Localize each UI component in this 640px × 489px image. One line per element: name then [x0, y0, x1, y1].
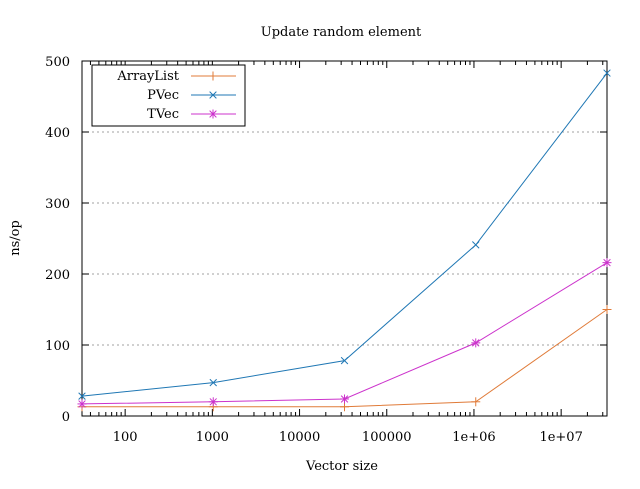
marker-stroke	[340, 395, 349, 403]
x-tick-label: 1000	[196, 430, 229, 445]
marker-stroke	[209, 91, 217, 99]
x-tick-label: 100	[113, 430, 138, 445]
data-point-pvec	[340, 356, 349, 365]
data-point-tvec	[471, 338, 481, 348]
marker-stroke	[209, 398, 217, 406]
legend-marker-pvec	[209, 91, 217, 99]
marker-stroke	[603, 69, 611, 77]
series-line-tvec	[81, 262, 608, 405]
data-point-pvec	[472, 241, 480, 249]
y-tick-label: 100	[45, 339, 70, 354]
data-point-arraylist	[340, 402, 349, 412]
x-tick-label: 10000	[279, 430, 320, 445]
legend-marker-tvec	[208, 109, 218, 119]
grid-lines	[82, 131, 607, 346]
data-point-arraylist	[602, 305, 612, 314]
legend-marker-arraylist	[208, 71, 218, 81]
legend-label-pvec: PVec	[147, 88, 179, 103]
y-axis-label: ns/op	[8, 220, 23, 256]
y-tick-label: 400	[45, 126, 70, 141]
data-point-pvec	[209, 378, 217, 387]
marker-stroke	[472, 241, 480, 249]
data-point-tvec	[602, 258, 612, 268]
data-point-pvec	[78, 392, 86, 400]
series-line-arraylist	[82, 309, 608, 408]
data-point-pvec	[603, 69, 611, 77]
y-tick-label: 300	[45, 197, 70, 212]
x-axis-label: Vector size	[305, 459, 378, 474]
data-point-tvec	[208, 397, 218, 407]
y-tick-label: 0	[62, 410, 70, 425]
marker-stroke	[340, 356, 349, 365]
x-tick-label: 1e+07	[539, 430, 582, 445]
plot-frame	[81, 60, 608, 417]
data-point-arraylist	[471, 397, 481, 407]
chart-title: Update random element	[261, 25, 422, 40]
marker-stroke	[78, 392, 86, 400]
data-point-tvec	[77, 399, 87, 409]
marker-stroke	[209, 110, 217, 118]
legend-label-tvec: TVec	[147, 107, 179, 122]
marker-stroke	[78, 400, 86, 408]
marker-stroke	[209, 378, 217, 387]
legend: ArrayList PVec TVec	[91, 64, 246, 127]
marker-stroke	[472, 339, 480, 347]
axes: 0 100 200 300 400 500 100 1000 10000 100000 1e+06 1…	[45, 55, 608, 445]
y-tick-label: 500	[45, 55, 70, 70]
series-group	[77, 69, 612, 412]
y-tick-label: 200	[45, 268, 70, 283]
legend-label-arraylist: ArrayList	[116, 69, 179, 84]
marker-stroke	[603, 258, 611, 267]
x-tick-label: 1e+06	[452, 430, 495, 445]
data-point-tvec	[340, 394, 349, 404]
x-tick-label: 100000	[362, 430, 412, 445]
